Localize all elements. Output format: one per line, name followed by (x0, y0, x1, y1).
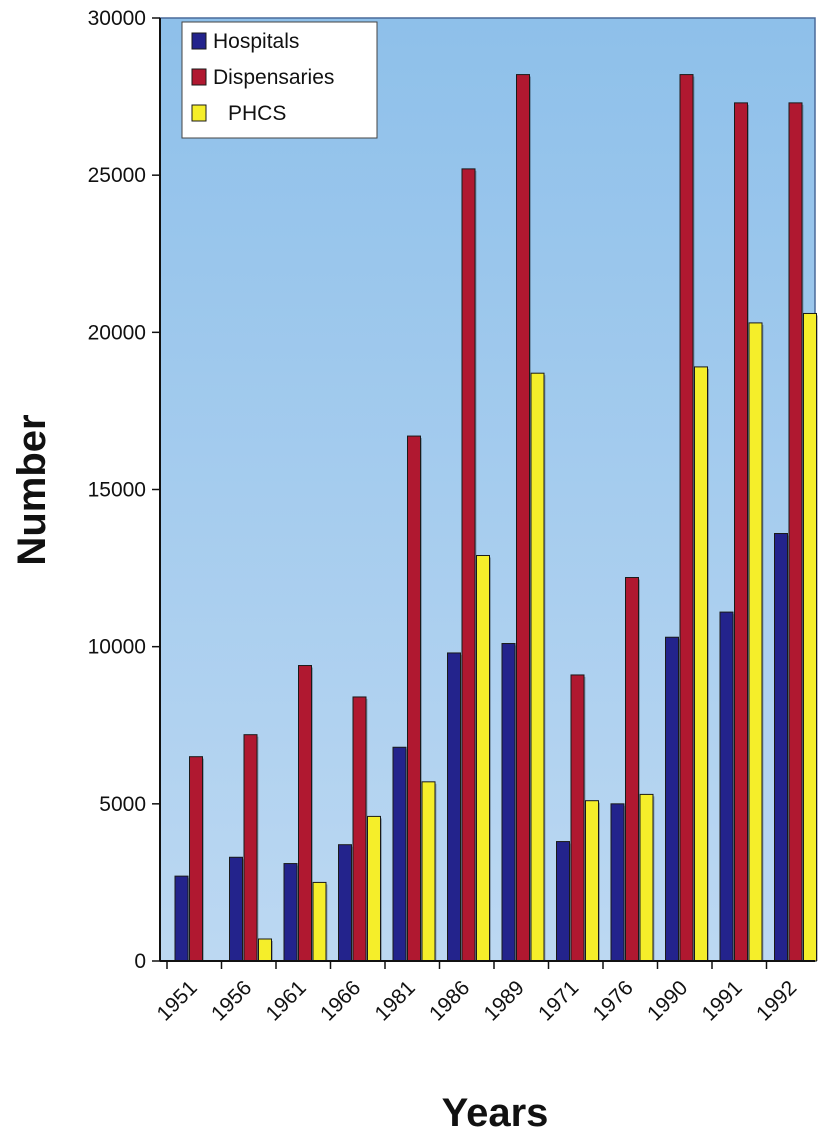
bar-hospitals-1951 (174, 875, 189, 962)
bar-phcs-1990 (694, 366, 708, 962)
legend-box (181, 21, 378, 139)
legend-label-phcs: PHCS (228, 102, 286, 125)
legend-swatch-dispensaries (191, 68, 207, 86)
x-tick-label-1961: 1961 (261, 976, 310, 1025)
y-tick-label: 20000 (88, 321, 146, 344)
bar-hospitals-1990 (665, 636, 679, 962)
bar-hospitals-1992 (774, 533, 788, 962)
x-tick-label-1986: 1986 (425, 976, 474, 1025)
y-axis-ticks: 0 5000 10000 15000 20000 25000 30000 (88, 7, 160, 973)
bar-phcs-1991 (748, 322, 763, 962)
x-axis-ticks: 1951 1956 1961 1966 1981 1986 1989 1971 1976 1990… (152, 961, 801, 1026)
bars-group (174, 74, 818, 962)
y-axis-title: Number (10, 414, 54, 565)
bar-hospitals-1971 (556, 841, 570, 962)
x-tick-label-1981: 1981 (370, 976, 419, 1025)
legend-swatch-phcs (191, 104, 207, 122)
bar-phcs-1966 (367, 815, 381, 962)
x-tick-label-1976: 1976 (588, 976, 637, 1025)
bar-hospitals-1986 (447, 652, 461, 962)
x-tick-label-1966: 1966 (316, 976, 365, 1025)
bar-phcs-1971 (585, 800, 599, 962)
bar-hospitals-1956 (229, 856, 243, 962)
bar-hospitals-1976 (610, 803, 625, 962)
y-tick-label: 5000 (99, 793, 146, 816)
y-tick-label: 25000 (88, 164, 146, 187)
y-tick-label: 30000 (88, 7, 146, 30)
bar-hospitals-1961 (283, 863, 298, 962)
x-tick-label-1992: 1992 (752, 976, 801, 1025)
x-tick-label-1990: 1990 (643, 976, 692, 1025)
bar-phcs-1956 (258, 938, 272, 962)
bar-dispensaries-1989 (516, 74, 530, 962)
y-tick-label: 10000 (88, 636, 146, 659)
bar-dispensaries-1961 (298, 665, 312, 962)
x-tick-label-1989: 1989 (479, 976, 528, 1025)
x-tick-label-1956: 1956 (207, 976, 256, 1025)
bar-dispensaries-1990 (679, 74, 694, 962)
bar-phcs-1986 (476, 555, 490, 962)
legend-label-dispensaries: Dispensaries (213, 66, 334, 89)
x-tick-label-1951: 1951 (152, 976, 201, 1025)
bar-phcs-1989 (530, 372, 545, 962)
bar-phcs-1981 (421, 781, 436, 962)
bar-hospitals-1966 (338, 844, 352, 962)
bar-dispensaries-1971 (570, 674, 585, 962)
bar-dispensaries-1981 (407, 435, 421, 962)
legend-items: Hospitals Dispensaries PHCS (191, 30, 334, 125)
bar-phcs-1961 (312, 881, 327, 962)
x-tick-label-1991: 1991 (697, 976, 746, 1025)
bar-dispensaries-1992 (788, 102, 803, 962)
y-tick-label: 0 (134, 950, 146, 973)
bar-phcs-1976 (639, 793, 654, 962)
bar-dispensaries-1951 (189, 756, 203, 962)
legend-swatch-hospitals (191, 32, 207, 50)
bar-dispensaries-1966 (352, 696, 367, 962)
bar-dispensaries-1956 (243, 734, 258, 962)
bar-hospitals-1991 (719, 611, 734, 962)
bar-hospitals-1981 (392, 746, 407, 962)
x-tick-label-1971: 1971 (534, 976, 583, 1025)
legend: Hospitals Dispensaries PHCS (181, 21, 378, 139)
bar-dispensaries-1986 (461, 168, 476, 962)
y-tick-label: 15000 (88, 479, 146, 502)
bar-hospitals-1989 (501, 643, 516, 962)
bar-dispensaries-1991 (734, 102, 748, 962)
legend-label-hospitals: Hospitals (213, 30, 299, 53)
x-axis-title: Years (442, 1091, 549, 1135)
bar-phcs-1992 (803, 312, 817, 962)
bar-dispensaries-1976 (625, 577, 639, 962)
